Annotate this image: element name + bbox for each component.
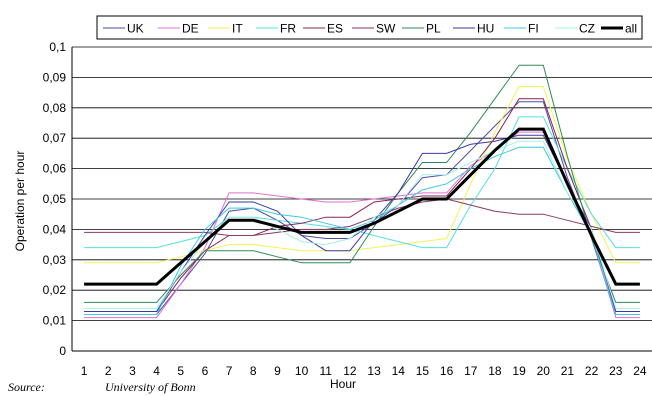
legend-label-it: IT — [232, 22, 243, 36]
legend-label-pl: PL — [426, 22, 441, 36]
y-tick-label: 0,07 — [43, 131, 67, 145]
y-tick-label: 0,06 — [43, 162, 67, 176]
x-tick-label: 21 — [561, 364, 575, 378]
x-tick-label: 15 — [416, 364, 430, 378]
x-tick-label: 2 — [105, 364, 112, 378]
legend-label-es: ES — [327, 22, 343, 36]
legend-label-all: all — [625, 22, 637, 36]
y-tick-label: 0,04 — [43, 222, 67, 236]
series-line-pl — [84, 64, 640, 303]
series-line-fr — [84, 116, 640, 249]
x-tick-label: 9 — [274, 364, 281, 378]
x-tick-label: 19 — [512, 364, 526, 378]
legend-label-fr: FR — [280, 22, 296, 36]
legend-label-fi: FI — [528, 22, 539, 36]
y-tick-label: 0,01 — [43, 314, 67, 328]
legend-label-uk: UK — [127, 22, 144, 36]
legend-label-de: DE — [182, 22, 199, 36]
x-tick-label: 8 — [250, 364, 257, 378]
y-tick-label: 0,03 — [43, 253, 67, 267]
x-tick-label: 3 — [129, 364, 136, 378]
y-tick-labels: 0 0,01 0,02 0,03 0,04 0,05 0,06 0,07 0,08 0,09 0,1 — [43, 40, 67, 358]
legend: UK DE IT FR ES SW PL HU FI CZ all — [96, 15, 643, 40]
y-axis-title: Operation per hour — [13, 151, 27, 252]
series-line-fi — [84, 146, 640, 315]
x-tick-label: 10 — [295, 364, 309, 378]
y-tick-label: 0,02 — [43, 283, 67, 297]
x-tick-label: 24 — [633, 364, 647, 378]
x-tick-label: 16 — [440, 364, 454, 378]
source-text: University of Bonn — [105, 380, 196, 394]
legend-label-sw: SW — [376, 22, 396, 36]
x-tick-label: 11 — [320, 364, 333, 378]
y-tick-label: 0,08 — [43, 101, 67, 115]
x-tick-label: 12 — [343, 364, 357, 378]
x-tick-label: 13 — [367, 364, 381, 378]
legend-label-hu: HU — [477, 22, 494, 36]
y-tick-label: 0,09 — [43, 70, 67, 84]
series-lines — [84, 64, 640, 319]
x-tick-label: 4 — [153, 364, 160, 378]
legend-label-cz: CZ — [579, 22, 595, 36]
series-line-all — [84, 127, 640, 286]
source-label: Source: — [8, 380, 45, 394]
series-line-sw — [84, 198, 640, 236]
y-tick-label: 0,1 — [49, 40, 66, 54]
x-axis-title: Hour — [330, 377, 356, 391]
x-tick-label: 5 — [177, 364, 184, 378]
x-tick-label: 7 — [226, 364, 233, 378]
x-tick-label: 1 — [81, 364, 88, 378]
x-tick-label: 17 — [464, 364, 478, 378]
series-line-it — [84, 86, 640, 264]
x-tick-label: 22 — [585, 364, 599, 378]
y-tick-label: 0,05 — [43, 192, 67, 206]
x-tick-label: 14 — [392, 364, 406, 378]
x-tick-label: 18 — [488, 364, 502, 378]
y-tick-label: 0 — [59, 344, 66, 358]
x-tick-label: 6 — [202, 364, 209, 378]
series-line-es — [84, 98, 640, 312]
x-tick-label: 23 — [609, 364, 623, 378]
x-tick-label: 20 — [537, 364, 551, 378]
x-tick-labels: 1 2 3 4 5 6 7 8 9 10 11 12 13 14 15 16 17 18 19 20 21 22 23 24 — [81, 364, 647, 378]
